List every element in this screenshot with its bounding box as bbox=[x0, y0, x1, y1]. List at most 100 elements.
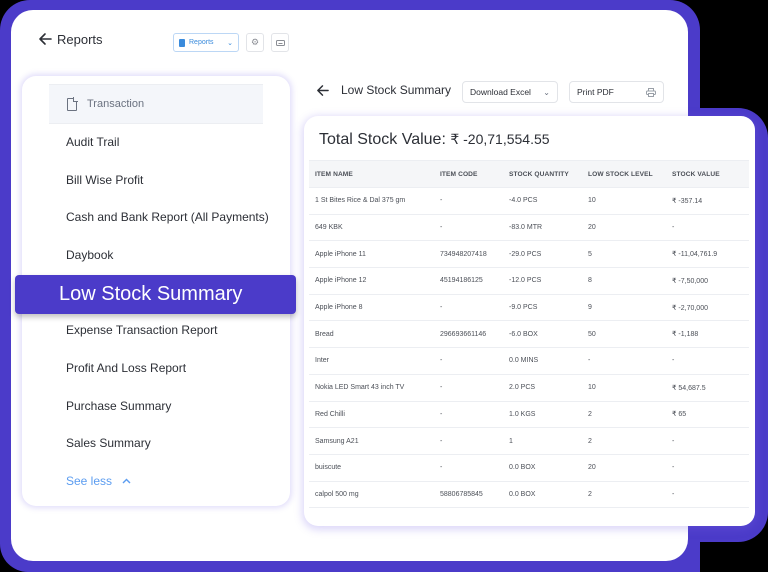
sidebar-section-transaction[interactable]: Transaction bbox=[49, 84, 263, 124]
cell: - bbox=[434, 214, 503, 242]
table-row[interactable]: 649 KBK - -83.0 MTR 20- bbox=[309, 214, 749, 242]
cell: 2 bbox=[582, 401, 666, 429]
cell: ₹ -2,70,000 bbox=[666, 294, 749, 322]
cell: 1.0 KGS bbox=[503, 401, 582, 429]
download-excel-dropdown[interactable]: Download Excel ⌄ bbox=[462, 81, 558, 103]
reports-dropdown-label: Reports bbox=[189, 39, 214, 46]
sidebar-item-sales-summary[interactable]: Sales Summary bbox=[66, 436, 151, 450]
cell: Red Chilli bbox=[309, 401, 434, 429]
cell: Inter bbox=[309, 347, 434, 375]
cell: calpol 500 mg bbox=[309, 481, 434, 509]
table-row[interactable]: Samsung A21-1 2- bbox=[309, 427, 749, 455]
settings-icon: ⚙ bbox=[250, 37, 260, 47]
cell: 50 bbox=[582, 320, 666, 349]
cell: 0.0 BOX bbox=[503, 454, 582, 482]
total-label: Total Stock Value: bbox=[319, 131, 446, 148]
cell: 296693661146 bbox=[434, 320, 503, 349]
table-row[interactable]: buiscute -0.0 BOX 20- bbox=[309, 454, 749, 482]
cell: 45194186125 bbox=[434, 267, 503, 295]
sidebar-item-bill-wise-profit[interactable]: Bill Wise Profit bbox=[66, 173, 144, 187]
cell: 20 bbox=[582, 454, 666, 482]
cell: - bbox=[666, 427, 749, 455]
download-excel-label: Download Excel bbox=[470, 87, 531, 97]
print-pdf-label: Print PDF bbox=[577, 87, 614, 97]
cell: Apple iPhone 8 bbox=[309, 294, 434, 322]
cell: - bbox=[666, 214, 749, 242]
see-less-link[interactable]: See less bbox=[66, 474, 131, 488]
cell: 2 bbox=[582, 427, 666, 455]
report-title: Low Stock Summary bbox=[341, 83, 452, 97]
chevron-down-icon: ⌄ bbox=[227, 39, 233, 47]
sidebar-item-purchase-summary[interactable]: Purchase Summary bbox=[66, 399, 172, 413]
printer-icon bbox=[646, 87, 656, 97]
cell: ₹ 54,687.5 bbox=[666, 374, 749, 402]
cell: ₹ -7,50,000 bbox=[666, 267, 749, 295]
cell: 0.0 MINS bbox=[503, 347, 582, 375]
cell: 5 bbox=[582, 240, 666, 269]
sidebar-item-audit-trail[interactable]: Audit Trail bbox=[66, 135, 120, 149]
reports-dropdown[interactable]: Reports ⌄ bbox=[173, 33, 239, 52]
keyboard-icon bbox=[275, 39, 285, 46]
cell: 734948207418 bbox=[434, 240, 503, 269]
print-pdf-button[interactable]: Print PDF bbox=[569, 81, 664, 103]
file-icon bbox=[67, 96, 78, 111]
cell: Apple iPhone 12 bbox=[309, 267, 434, 295]
settings-button[interactable]: ⚙ bbox=[246, 33, 264, 52]
cell: - bbox=[666, 347, 749, 375]
cell: - bbox=[434, 374, 503, 402]
table-row[interactable]: Apple iPhone 12 45194186125 -12.0 PCS 8 ₹ -7… bbox=[309, 267, 749, 295]
cell: Nokia LED Smart 43 inch TV bbox=[309, 374, 434, 402]
table-row[interactable]: Inter -0.0 MINS - - bbox=[309, 347, 749, 375]
cell: 2.0 PCS bbox=[503, 374, 582, 402]
cell: ₹ 65 bbox=[666, 401, 749, 429]
cell: - bbox=[434, 187, 503, 215]
sidebar-item-profit-and-loss[interactable]: Profit And Loss Report bbox=[66, 361, 187, 375]
cell: -29.0 PCS bbox=[503, 240, 582, 269]
cell: Apple iPhone 11 bbox=[309, 240, 434, 269]
cell: 20 bbox=[582, 214, 666, 242]
table-row[interactable]: calpol 500 mg 58806785845 0.0 BOX 2- bbox=[309, 481, 749, 509]
column-header[interactable]: ITEM NAME bbox=[309, 160, 434, 188]
cell: ₹ -11,04,761.9 bbox=[666, 240, 749, 269]
total-stock-value: Total Stock Value: ₹ -20,71,554.55 bbox=[319, 131, 550, 149]
column-header[interactable]: STOCK QUANTITY bbox=[503, 160, 582, 188]
cell: 58806785845 bbox=[434, 481, 503, 509]
table-row[interactable]: Apple iPhone 11 734948207418 -29.0 PCS 5 ₹ -… bbox=[309, 240, 749, 269]
cell: -12.0 PCS bbox=[503, 267, 582, 295]
table-header-row: ITEM NAME ITEM CODE STOCK QUANTITY LOW S… bbox=[309, 160, 749, 188]
cell: 1 bbox=[503, 427, 582, 455]
cell: 10 bbox=[582, 187, 666, 215]
table-row[interactable]: Apple iPhone 8- -9.0 PCS 9 ₹ -2,70,000 bbox=[309, 294, 749, 322]
column-header[interactable]: STOCK VALUE bbox=[666, 160, 749, 188]
sidebar-item-low-stock-summary[interactable]: Low Stock Summary bbox=[15, 275, 296, 314]
cell: 2 bbox=[582, 481, 666, 509]
column-header[interactable]: ITEM CODE bbox=[434, 160, 503, 188]
cell: Samsung A21 bbox=[309, 427, 434, 455]
keyboard-button[interactable] bbox=[271, 33, 289, 52]
column-header[interactable]: LOW STOCK LEVEL bbox=[582, 160, 666, 188]
table-row[interactable]: Bread 296693661146 -6.0 BOX 50 ₹ -1,188 bbox=[309, 320, 749, 349]
back-arrow-icon[interactable] bbox=[38, 32, 52, 46]
cell: -83.0 MTR bbox=[503, 214, 582, 242]
cell: -9.0 PCS bbox=[503, 294, 582, 322]
cell: -4.0 PCS bbox=[503, 187, 582, 215]
table-row[interactable]: 1 St Bites Rice & Dal 375 gm - -4.0 PCS 10 ₹… bbox=[309, 187, 749, 215]
sidebar-item-expense-transaction[interactable]: Expense Transaction Report bbox=[66, 323, 218, 337]
cell: - bbox=[434, 454, 503, 482]
cell: 649 KBK bbox=[309, 214, 434, 242]
cell: - bbox=[434, 347, 503, 375]
sidebar-item-cash-and-bank[interactable]: Cash and Bank Report (All Payments) bbox=[66, 210, 269, 224]
table-row[interactable]: Nokia LED Smart 43 inch TV -2.0 PCS 10 ₹ 54… bbox=[309, 374, 749, 402]
table-row[interactable]: Red Chilli -1.0 KGS 2 ₹ 65 bbox=[309, 401, 749, 429]
cell: 8 bbox=[582, 267, 666, 295]
chevron-up-icon bbox=[122, 478, 131, 484]
document-icon bbox=[179, 38, 185, 47]
cell: 1 St Bites Rice & Dal 375 gm bbox=[309, 187, 434, 215]
cell: 10 bbox=[582, 374, 666, 402]
page-title: Reports bbox=[57, 32, 103, 47]
sidebar-item-daybook[interactable]: Daybook bbox=[66, 248, 114, 262]
report-back-arrow-icon[interactable] bbox=[316, 84, 329, 97]
low-stock-table: ITEM NAME ITEM CODE STOCK QUANTITY LOW S… bbox=[309, 160, 749, 509]
cell: buiscute bbox=[309, 454, 434, 482]
